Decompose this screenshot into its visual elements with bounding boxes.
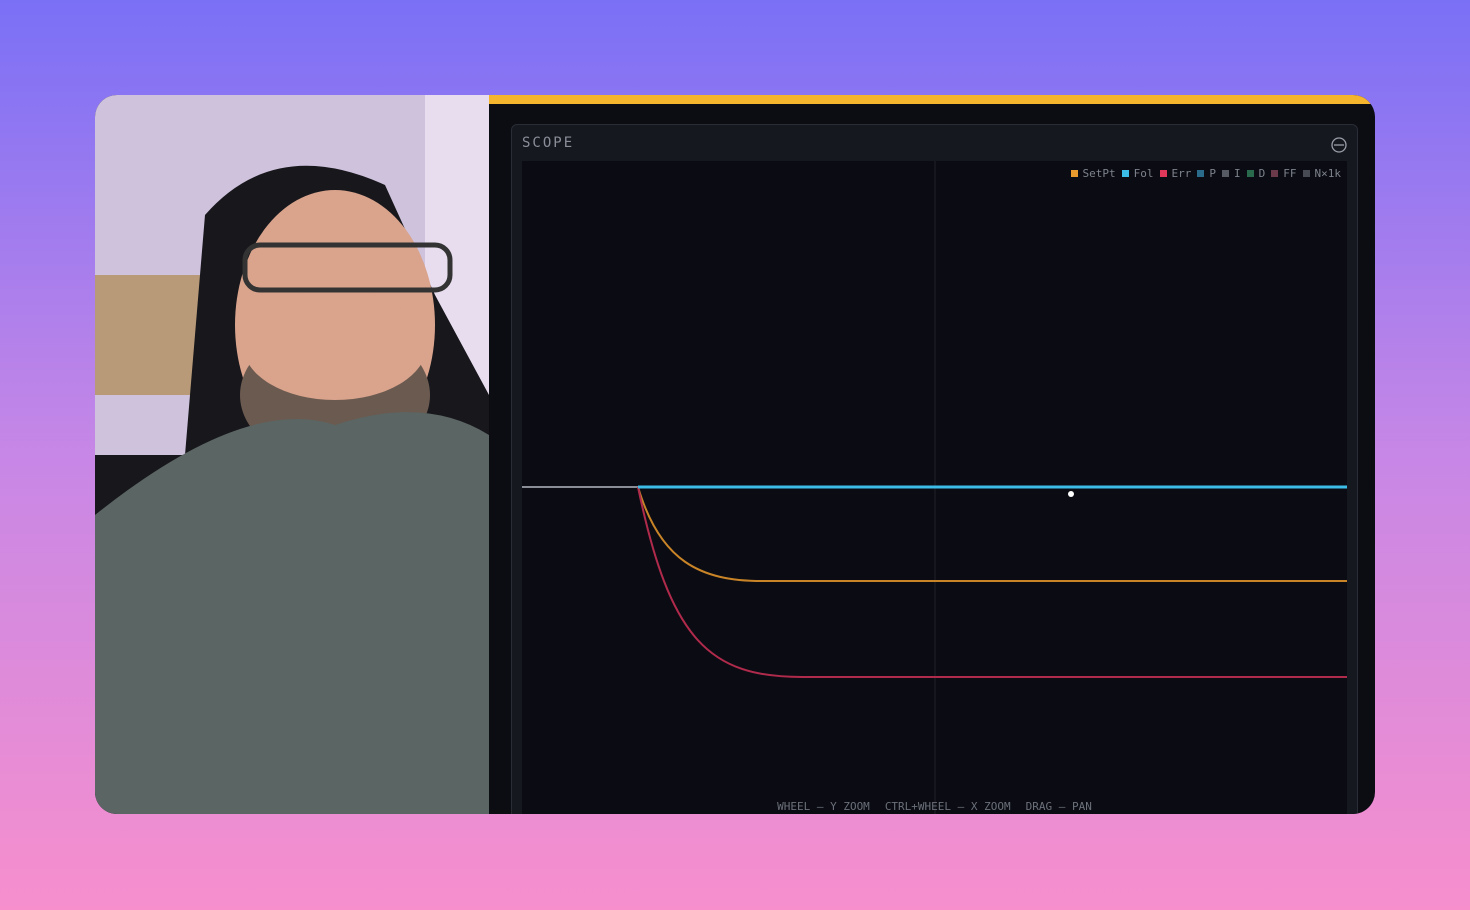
legend-swatch	[1271, 170, 1279, 177]
legend-item: Fol	[1121, 167, 1154, 180]
accent-bar	[489, 95, 1375, 104]
legend-item: I	[1222, 167, 1241, 180]
video-card: SCOPE SetPt Fol Err P I D FF N×1k WHEEL — Y ZOO…	[95, 95, 1375, 814]
collapse-button[interactable]	[1331, 137, 1347, 153]
legend-label: Fol	[1133, 167, 1154, 180]
hints: WHEEL — Y ZOOM CTRL+WHEEL — X ZOOM DRAG — …	[522, 800, 1347, 813]
legend-item: SetPt	[1070, 167, 1116, 180]
legend-label: P	[1209, 167, 1216, 180]
legend-item: N×1k	[1302, 167, 1342, 180]
webcam-photo	[95, 95, 489, 814]
legend-swatch	[1246, 170, 1254, 177]
legend-item: D	[1246, 167, 1266, 180]
hint: CTRL+WHEEL — X ZOOM	[884, 800, 1011, 813]
legend-label: D	[1258, 167, 1266, 180]
legend-label: FF	[1283, 167, 1297, 180]
trace-red	[637, 486, 1347, 678]
plot-canvas	[522, 161, 1347, 814]
legend-item: Err	[1159, 167, 1192, 180]
legend-swatch	[1159, 170, 1167, 177]
legend-swatch	[1070, 170, 1078, 177]
legend-swatch	[1121, 170, 1129, 177]
legend-label: I	[1234, 167, 1241, 180]
hint: DRAG — PAN	[1025, 800, 1092, 813]
legend-label: SetPt	[1082, 167, 1116, 180]
legend-item: FF	[1271, 167, 1297, 180]
legend-label: Err	[1171, 167, 1192, 180]
legend-swatch	[1197, 170, 1205, 177]
legend-swatch	[1302, 170, 1310, 177]
legend-swatch	[1222, 170, 1229, 177]
legend-label: N×1k	[1314, 167, 1342, 180]
scope-panel: SCOPE SetPt Fol Err P I D FF N×1k WHEEL — Y ZOO…	[511, 124, 1358, 814]
legend: SetPt Fol Err P I D FF N×1k	[1070, 167, 1342, 180]
scope-plot[interactable]: SetPt Fol Err P I D FF N×1k WHEEL — Y ZOOM CTRL+…	[522, 161, 1347, 814]
legend-item: P	[1197, 167, 1216, 180]
cursor	[1068, 491, 1074, 497]
hint: WHEEL — Y ZOOM	[777, 800, 870, 813]
trace-orange	[637, 486, 1347, 582]
scope-title: SCOPE	[522, 135, 575, 151]
